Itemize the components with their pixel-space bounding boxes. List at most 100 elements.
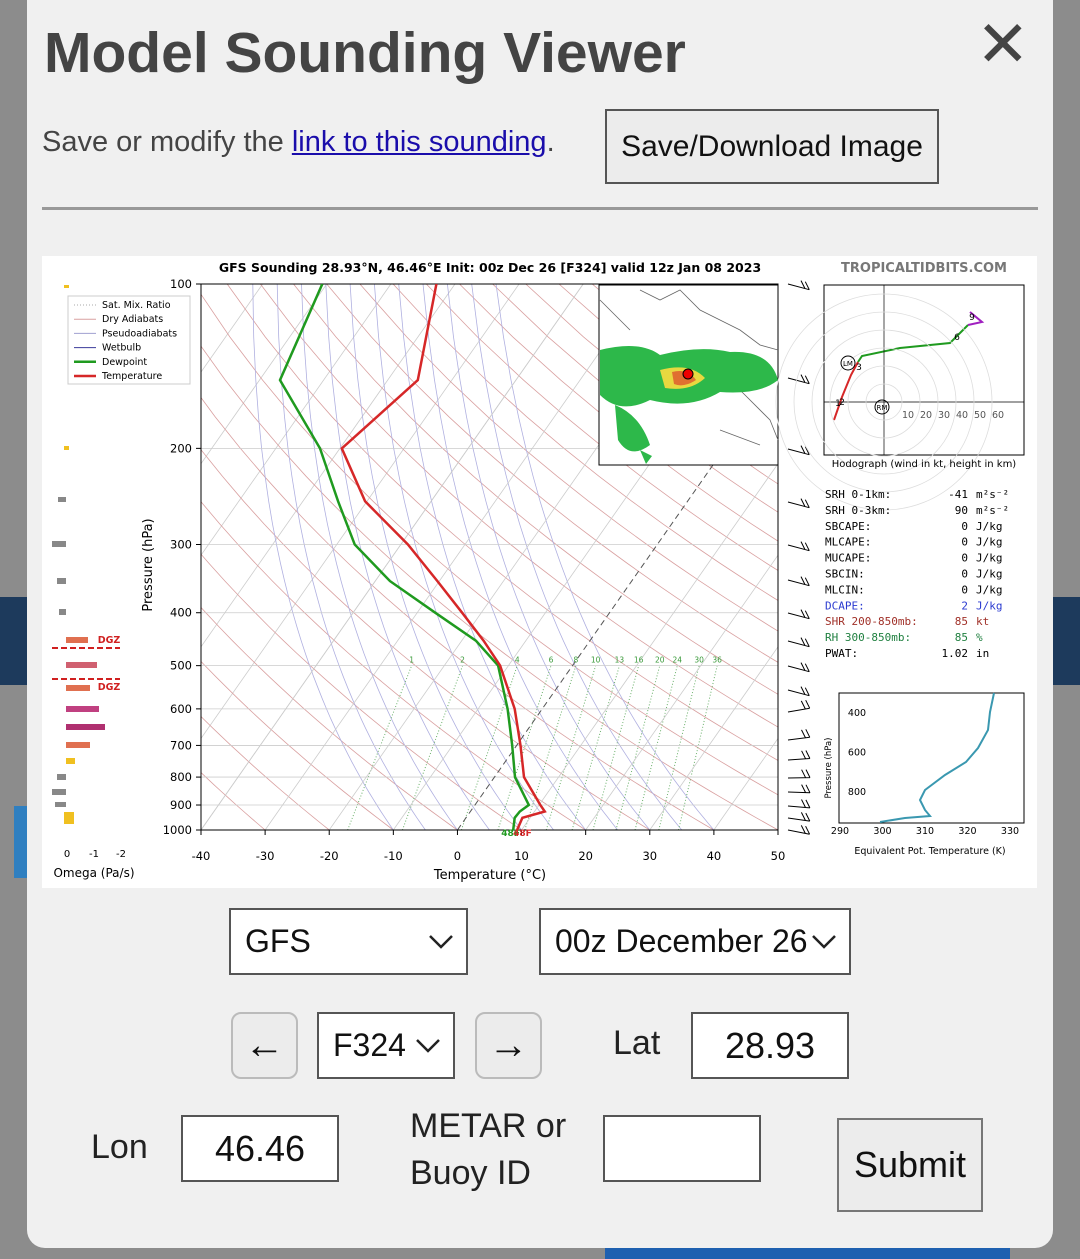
isotherm bbox=[201, 284, 584, 830]
dgz-label: DGZ bbox=[98, 635, 121, 646]
metar-label: METAR or bbox=[410, 1107, 567, 1145]
hodo-ring-label: 10 bbox=[902, 410, 914, 421]
wind-barb bbox=[787, 825, 811, 835]
dry-adiabat bbox=[326, 284, 778, 663]
thetae-y-tick: 400 bbox=[848, 708, 866, 719]
legend-label: Pseudoadiabats bbox=[102, 328, 177, 339]
prev-button[interactable]: ← bbox=[231, 1012, 298, 1079]
y-tick-label: 100 bbox=[170, 277, 192, 291]
wind-barb bbox=[787, 576, 810, 587]
y-axis-label: Pressure (hPa) bbox=[141, 518, 156, 611]
legend-label: Dry Adiabats bbox=[102, 314, 163, 325]
profile-line bbox=[278, 284, 531, 830]
isotherm bbox=[201, 284, 392, 556]
stat-value: 0 bbox=[961, 568, 968, 581]
stat-value: 85 bbox=[955, 631, 968, 644]
hodo-ring bbox=[811, 329, 957, 475]
link[interactable]: link to this sounding bbox=[291, 126, 547, 158]
forecast-select[interactable]: F324 bbox=[317, 1012, 455, 1079]
lat-input[interactable]: 28.93 bbox=[691, 1012, 849, 1079]
dry-adiabat bbox=[201, 660, 394, 830]
thetae-x-label: Equivalent Pot. Temperature (K) bbox=[854, 846, 1005, 857]
run: 00z December 26 bbox=[555, 923, 808, 959]
reference-lines bbox=[201, 284, 778, 830]
next-button[interactable]: → bbox=[475, 1012, 542, 1079]
wind-barb bbox=[787, 769, 811, 779]
bg-strip bbox=[1053, 597, 1080, 685]
x-tick-label: 30 bbox=[642, 849, 657, 863]
profile-line bbox=[340, 284, 547, 830]
hodo-ring bbox=[865, 383, 903, 421]
lon-input[interactable]: 46.46 bbox=[181, 1115, 339, 1182]
dry-adiabat bbox=[201, 449, 651, 830]
dry-adiabat bbox=[260, 284, 778, 728]
thetae-x-tick: 320 bbox=[958, 826, 976, 837]
stat-unit: J/kg bbox=[976, 599, 1003, 612]
stat-unit: J/kg bbox=[976, 520, 1003, 533]
hodo-ring-label: 50 bbox=[974, 410, 986, 421]
hodo-height: 9 bbox=[969, 313, 975, 323]
mixing-ratio-label: 4 bbox=[515, 656, 520, 665]
legend-label: Temperature bbox=[101, 371, 162, 382]
mixing-ratio-label: 36 bbox=[712, 656, 722, 665]
y-tick-label: 300 bbox=[170, 538, 192, 552]
omega-tick-label: 0 bbox=[64, 849, 70, 860]
wind-barb bbox=[787, 374, 810, 385]
submit-button[interactable]: Submit bbox=[837, 1118, 983, 1212]
x-tick-label: -40 bbox=[192, 849, 211, 863]
isotherm bbox=[585, 554, 778, 830]
dry-adiabat bbox=[226, 284, 778, 761]
hodo-height: 1 bbox=[835, 399, 841, 409]
run-select[interactable]: 00z December 26 bbox=[539, 908, 851, 975]
pseudoadiabat bbox=[495, 284, 715, 830]
stat-value: 0 bbox=[961, 536, 968, 549]
bg-strip bbox=[14, 806, 27, 878]
metar-label: Buoy ID bbox=[410, 1154, 531, 1192]
mixing-ratio-line bbox=[678, 665, 718, 830]
stat-label: MUCAPE: bbox=[825, 552, 871, 565]
intro-text: . bbox=[546, 126, 555, 158]
surface-label: 48F bbox=[513, 829, 532, 839]
model-select[interactable]: GFS bbox=[229, 908, 468, 975]
storm-motion-label: LM bbox=[843, 360, 853, 368]
wind-barb bbox=[787, 637, 810, 648]
model: GFS bbox=[245, 923, 311, 959]
y-tick-label: 400 bbox=[170, 606, 192, 620]
metar-input[interactable] bbox=[603, 1115, 761, 1182]
thetae-y-label: Pressure (hPa) bbox=[824, 738, 834, 799]
stat-value: 0 bbox=[961, 552, 968, 565]
dry-adiabat bbox=[201, 553, 523, 830]
pseudoadiabat bbox=[471, 284, 683, 830]
intro-text: Save or modify the bbox=[42, 126, 292, 158]
legend-label: Dewpoint bbox=[102, 357, 147, 368]
stat-unit: J/kg bbox=[976, 583, 1003, 596]
dry-adiabat bbox=[201, 772, 266, 830]
stat-unit: J/kg bbox=[976, 536, 1003, 549]
storm-motion bbox=[874, 399, 890, 415]
wind-barb bbox=[787, 686, 810, 697]
save-button[interactable]: Save/Download Image bbox=[605, 109, 939, 184]
close-button[interactable]: ✕ bbox=[976, 8, 1030, 80]
stat-value: 2 bbox=[961, 599, 968, 612]
forecast: F324 bbox=[333, 1027, 406, 1063]
hodo-ring-label: 60 bbox=[992, 410, 1004, 421]
mixing-ratio-line bbox=[658, 665, 700, 830]
wind-barb bbox=[787, 729, 811, 741]
y-tick-label: 600 bbox=[170, 702, 192, 716]
stat-unit: m²s⁻² bbox=[976, 504, 1009, 517]
thetae-x-tick: 300 bbox=[873, 826, 891, 837]
sounding-image: GFS Sounding 28.93°N, 46.46°E Init: 00z … bbox=[42, 256, 1037, 888]
isotherm bbox=[649, 646, 778, 830]
bg-strip bbox=[0, 597, 27, 685]
stat-unit: m²s⁻² bbox=[976, 488, 1009, 501]
dry-adiabat bbox=[201, 715, 330, 830]
thetae-x-tick: 330 bbox=[1001, 826, 1019, 837]
pseudoadiabat bbox=[447, 284, 651, 830]
title: Model Sounding Viewer bbox=[44, 21, 686, 85]
stat-unit: in bbox=[976, 647, 989, 660]
y-tick-label: 700 bbox=[170, 738, 192, 752]
y-tick-label: 800 bbox=[170, 770, 192, 784]
thetae-x-tick: 310 bbox=[916, 826, 934, 837]
lat-label: Lat bbox=[613, 1024, 661, 1062]
